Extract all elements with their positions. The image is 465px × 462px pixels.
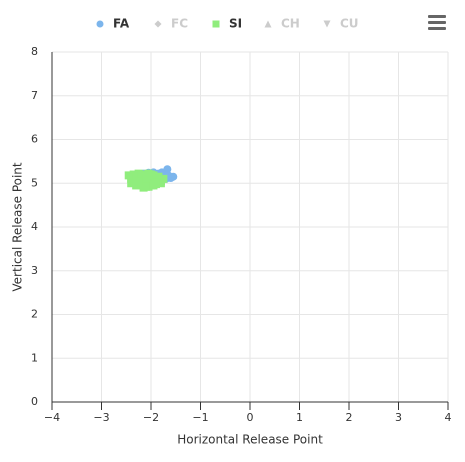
legend-item[interactable]: CU	[323, 17, 359, 31]
x-tick-label: 0	[247, 411, 254, 424]
point	[149, 181, 158, 190]
legend-label: CH	[281, 17, 300, 31]
x-tick-label: −2	[143, 411, 159, 424]
legend-item[interactable]: CH	[264, 17, 300, 31]
menu-button[interactable]	[428, 15, 446, 30]
x-tick-label: 1	[296, 411, 303, 424]
legend-marker	[96, 20, 104, 28]
point	[144, 182, 153, 191]
point	[139, 183, 148, 192]
legend-item[interactable]: SI	[212, 17, 243, 31]
legend-label: SI	[229, 17, 242, 31]
legend-label: FA	[113, 17, 130, 31]
y-tick-label: 6	[31, 133, 38, 146]
point	[132, 181, 141, 190]
menu-bar	[428, 15, 446, 18]
legend-label: CU	[340, 17, 359, 31]
x-tick-label: 3	[395, 411, 402, 424]
x-tick-label: −4	[44, 411, 60, 424]
point	[147, 170, 155, 179]
x-tick-label: 2	[346, 411, 353, 424]
y-axis-title: Vertical Release Point	[11, 162, 25, 292]
y-tick-label: 8	[31, 45, 38, 58]
point	[127, 179, 136, 188]
legend-marker	[212, 20, 220, 28]
point	[156, 179, 165, 188]
x-tick-label: −1	[192, 411, 208, 424]
y-tick-label: 1	[31, 351, 38, 364]
menu-bar	[428, 27, 446, 30]
legend-label: FC	[171, 17, 188, 31]
x-axis-title: Horizontal Release Point	[177, 433, 323, 447]
legend-marker	[264, 20, 272, 28]
y-tick-label: 3	[31, 264, 38, 277]
y-tick-label: 4	[31, 220, 38, 233]
menu-bar	[428, 21, 446, 24]
point	[132, 172, 141, 181]
x-tick-label: −3	[93, 411, 109, 424]
y-tick-label: 7	[31, 89, 38, 102]
point	[142, 174, 151, 182]
y-tick-label: 0	[31, 395, 38, 408]
legend-marker	[154, 20, 162, 28]
point	[137, 171, 146, 180]
point	[159, 174, 168, 183]
series	[124, 169, 168, 192]
x-tick-label: 4	[445, 411, 452, 424]
y-tick-label: 2	[31, 308, 38, 321]
legend-item[interactable]: FA	[96, 17, 130, 31]
legend-item[interactable]: FC	[154, 17, 189, 31]
y-tick-label: 5	[31, 176, 38, 189]
legend-marker	[323, 20, 331, 28]
point	[134, 177, 143, 186]
